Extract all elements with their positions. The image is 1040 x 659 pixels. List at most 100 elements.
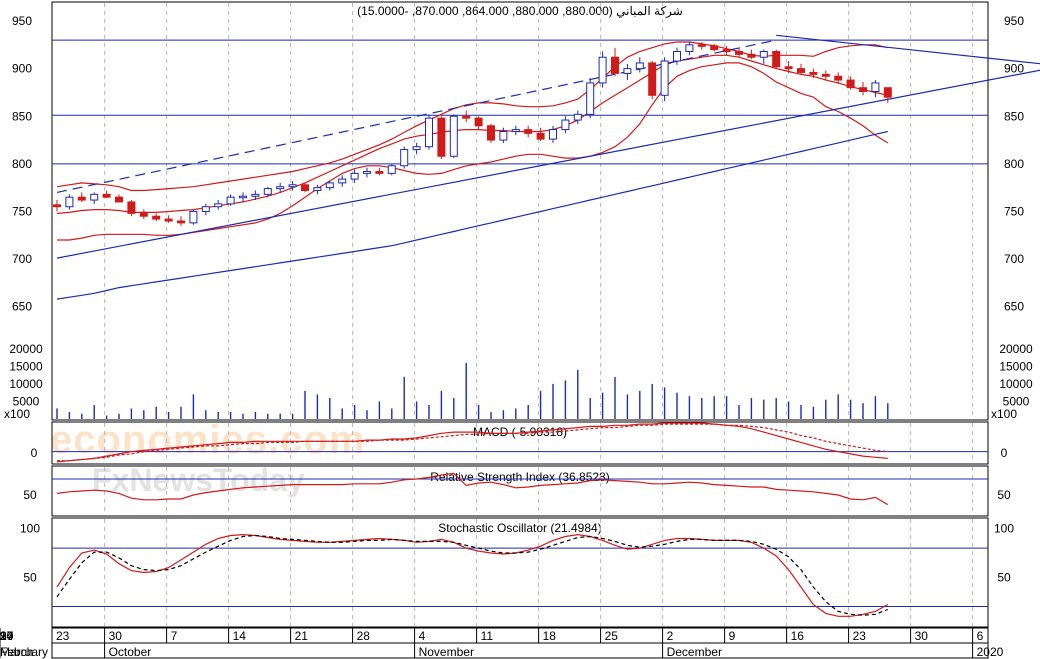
- volume-axis-ticks: 5000 5000 10000 10000 15000 15000 20000 20000: [9, 342, 1033, 409]
- x-month-label: October: [109, 645, 152, 659]
- x-month-label: November: [419, 645, 474, 659]
- candle-body: [425, 117, 433, 148]
- x-day-label: 28: [357, 629, 371, 643]
- x-month-label: February: [0, 645, 48, 659]
- candle-body: [846, 79, 855, 89]
- candle: [325, 180, 334, 191]
- bollinger-lower-line: [57, 62, 889, 241]
- candle-body: [648, 62, 657, 96]
- candle: [474, 116, 483, 130]
- candle-body: [239, 195, 247, 199]
- price-tick-label: 650: [12, 300, 32, 314]
- stochastic-k-line: [56, 533, 889, 617]
- chart-header: شركة المباني (880.000, 880.000, 864.000,…: [357, 4, 683, 18]
- x-day-label: 9: [729, 629, 736, 643]
- candle: [549, 125, 557, 143]
- candle: [139, 209, 148, 220]
- candle-body: [263, 188, 272, 195]
- volume-unit-right: x100: [991, 407, 1017, 421]
- x-day-label: 30: [109, 629, 123, 643]
- volume-tick-label: 5000: [13, 394, 40, 408]
- candle-body: [859, 87, 867, 92]
- price-tick-label: 700: [12, 252, 32, 266]
- candle-body: [834, 75, 843, 81]
- candle-body: [821, 73, 830, 77]
- candle-body: [276, 186, 285, 190]
- candle-body: [685, 44, 694, 53]
- price-tick-label: 950: [12, 14, 32, 28]
- candle: [784, 61, 793, 74]
- candle: [524, 125, 533, 138]
- candle-body: [635, 62, 644, 70]
- candle: [102, 190, 111, 199]
- candle: [611, 47, 619, 77]
- candle-body: [809, 71, 818, 75]
- candle-body: [611, 56, 619, 74]
- macd-signal-line: [57, 423, 888, 462]
- candle-body: [53, 204, 61, 208]
- trendline-upper-channel: [56, 39, 777, 194]
- candle: [363, 167, 371, 178]
- candle: [226, 194, 235, 206]
- candle-body: [524, 129, 533, 134]
- candle: [239, 192, 247, 202]
- stochastic-panel: Stochastic Oscillator (21.4984) 50 50 100 1…: [20, 517, 1014, 628]
- long-moving-average-line: [56, 130, 888, 300]
- candle-body: [549, 129, 557, 140]
- candle-body: [400, 149, 409, 167]
- candle-body: [449, 115, 458, 157]
- candle: [648, 61, 657, 100]
- macd-title: MACD (-5.98318): [473, 425, 567, 439]
- candle-body: [387, 165, 396, 174]
- candle: [511, 125, 520, 136]
- candle: [735, 47, 743, 58]
- price-tick-label: 900: [1004, 62, 1024, 76]
- watermark: economies.com FxNewsToday: [50, 418, 364, 498]
- stochastic-title: Stochastic Oscillator (21.4984): [438, 521, 601, 535]
- x-day-label: 9: [0, 629, 7, 643]
- volume-tick-label: 15000: [999, 359, 1033, 373]
- candle-body: [164, 218, 173, 222]
- candle-body: [115, 196, 123, 203]
- candle-body: [301, 184, 309, 192]
- price-overlays: [56, 34, 1040, 300]
- horizontal-levels: [52, 39, 988, 165]
- candle: [623, 63, 632, 81]
- candle-body: [697, 44, 706, 47]
- candle: [685, 41, 694, 56]
- candle-body: [201, 206, 210, 212]
- candle-body: [722, 49, 731, 53]
- candle: [536, 127, 545, 142]
- rsi-tick-label: 50: [23, 488, 37, 502]
- candle: [821, 70, 830, 81]
- candle-body: [325, 182, 334, 189]
- candle-body: [338, 178, 347, 184]
- x-day-label: 25: [605, 629, 619, 643]
- candle: [400, 146, 409, 169]
- candle-body: [561, 119, 570, 131]
- candle-body: [871, 82, 880, 92]
- candle-body: [586, 82, 595, 115]
- candle: [710, 43, 719, 52]
- candle-body: [487, 125, 495, 141]
- candle-body: [797, 68, 805, 73]
- candle: [177, 216, 185, 226]
- x-day-label: 3: [0, 629, 7, 643]
- macd-zero-left: 0: [31, 446, 38, 460]
- candle-body: [152, 215, 161, 220]
- candle-body: [735, 51, 743, 55]
- volume-bars: [56, 362, 889, 419]
- candle: [834, 72, 843, 84]
- candle: [350, 169, 359, 183]
- volume-unit-left: x100: [4, 407, 30, 421]
- x-day-label: 10: [0, 629, 14, 643]
- macd-zero-right: 0: [1001, 446, 1008, 460]
- candle: [883, 87, 892, 103]
- x-day-label: 14: [233, 629, 247, 643]
- rsi-panel: Relative Strength Index (36.8528) 50 50: [23, 465, 1011, 517]
- candle: [598, 51, 607, 88]
- candle-body: [226, 196, 235, 205]
- rsi-axis-ticks: 50 50: [23, 488, 1011, 502]
- candle-body: [598, 56, 607, 84]
